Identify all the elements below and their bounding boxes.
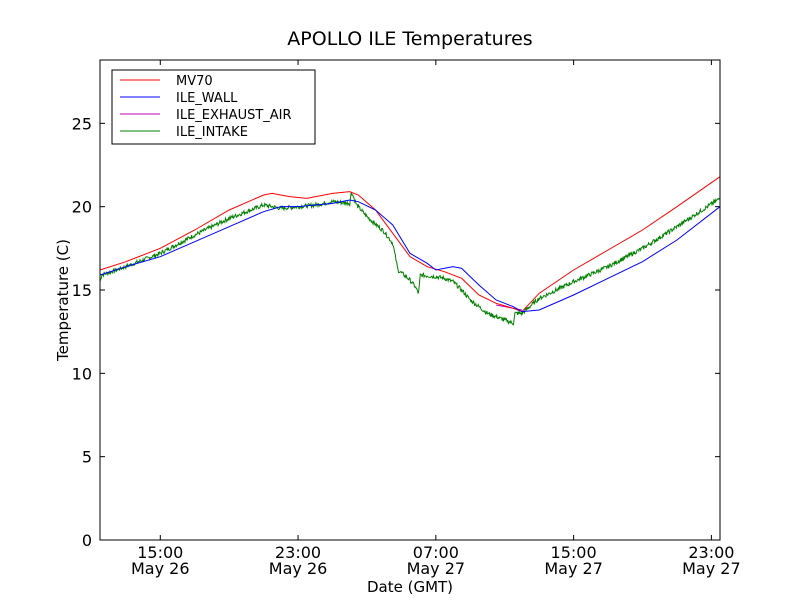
series-line-ile-wall xyxy=(99,199,721,313)
x-axis-label: Date (GMT) xyxy=(367,578,453,596)
x-tick-label-time: 15:00 xyxy=(137,543,183,562)
x-tick-label-time: 23:00 xyxy=(275,543,321,562)
x-tick-label-time: 07:00 xyxy=(413,543,459,562)
series-lines xyxy=(99,176,721,326)
y-tick-label: 25 xyxy=(72,114,92,133)
series-line-mv70 xyxy=(99,176,721,313)
y-tick-label: 15 xyxy=(72,281,92,300)
legend-label-ile-exhaust-air: ILE_EXHAUST_AIR xyxy=(176,108,292,123)
y-tick-label: 0 xyxy=(82,531,92,550)
plot-frame xyxy=(99,59,721,541)
chart-title: APOLLO ILE Temperatures xyxy=(287,28,532,50)
y-tick-label: 20 xyxy=(72,198,92,217)
legend-label-mv70: MV70 xyxy=(176,74,213,89)
x-tick-label-date: May 27 xyxy=(544,559,603,578)
x-tick-label-date: May 27 xyxy=(682,559,741,578)
y-axis-label: Temperature (C) xyxy=(54,239,72,362)
x-tick-label-date: May 26 xyxy=(269,559,328,578)
y-tick-label: 10 xyxy=(72,364,92,383)
y-tick-label: 5 xyxy=(82,448,92,467)
x-tick-label-date: May 26 xyxy=(131,559,190,578)
legend-label-ile-intake: ILE_INTAKE xyxy=(176,125,248,140)
x-tick-label-time: 15:00 xyxy=(551,543,597,562)
legend: MV70 ILE_WALL ILE_EXHAUST_AIR ILE_INTAKE xyxy=(111,69,316,145)
series-line-ile-intake xyxy=(99,192,721,326)
x-tick-label-time: 23:00 xyxy=(688,543,734,562)
x-tick-label-date: May 27 xyxy=(407,559,466,578)
legend-box xyxy=(111,69,316,145)
legend-label-ile-wall: ILE_WALL xyxy=(176,91,238,106)
